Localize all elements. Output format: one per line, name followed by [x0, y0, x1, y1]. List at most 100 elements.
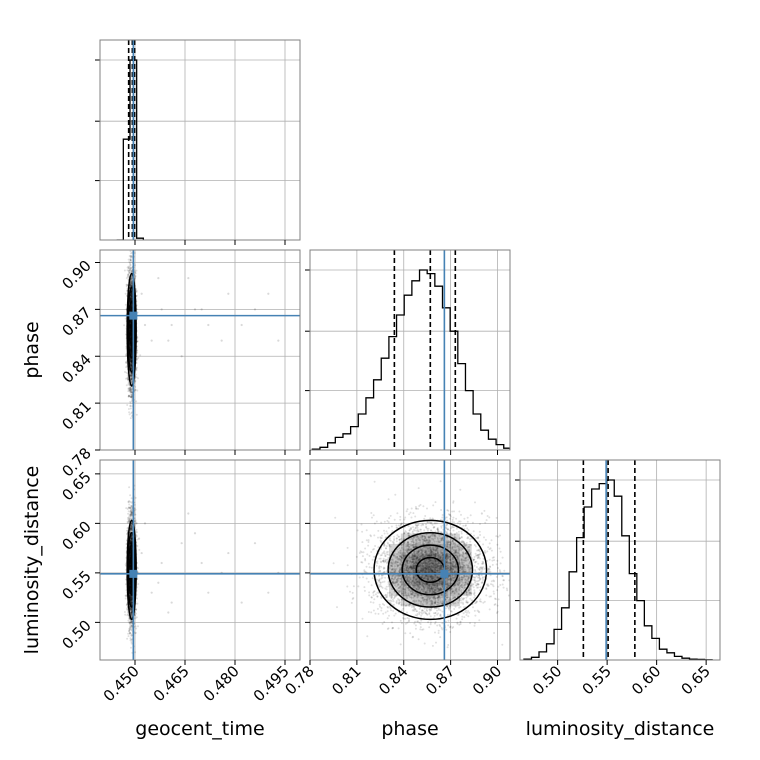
sample-point — [130, 374, 133, 377]
sample-point — [130, 412, 133, 415]
sample-point — [130, 588, 132, 590]
sample-point — [130, 349, 133, 352]
sample-point — [130, 608, 133, 611]
sample-point — [129, 387, 132, 390]
sample-point — [123, 269, 126, 272]
sample-point — [130, 590, 133, 592]
outlier-sample-point — [200, 308, 203, 311]
sample-point — [130, 388, 133, 391]
sample-point — [130, 293, 133, 295]
sample-point — [130, 351, 133, 354]
sample-point — [130, 270, 133, 273]
sample-point — [129, 320, 132, 323]
sample-point — [130, 363, 133, 366]
sample-point — [126, 269, 129, 272]
sample-point — [130, 552, 133, 555]
sample-point — [129, 335, 132, 338]
sample-point — [135, 369, 138, 372]
sample-point — [130, 291, 133, 294]
sample-point — [129, 294, 132, 297]
sample-point — [130, 551, 133, 554]
sample-point — [130, 586, 133, 589]
sample-point — [130, 361, 133, 364]
sample-point — [129, 346, 132, 349]
sample-point — [129, 308, 132, 311]
sample-point — [130, 588, 133, 591]
sample-point — [129, 294, 132, 297]
sample-point — [130, 367, 133, 370]
sample-point — [130, 377, 133, 380]
sample-point — [128, 261, 131, 263]
sample-point — [130, 347, 133, 350]
sample-point — [131, 358, 133, 361]
sample-point — [130, 542, 133, 545]
sample-point — [126, 266, 129, 269]
sample-point — [130, 528, 133, 531]
sample-point — [130, 308, 133, 311]
sample-point — [130, 360, 133, 362]
sample-point — [130, 309, 133, 312]
sample-point — [130, 541, 133, 544]
sample-point — [129, 583, 132, 586]
sample-point — [130, 597, 133, 600]
sample-point — [130, 296, 133, 299]
sample-point — [130, 299, 133, 302]
sample-point — [130, 347, 133, 350]
sample-point — [130, 308, 133, 311]
sample-point — [129, 582, 132, 585]
sample-point — [130, 303, 133, 306]
sample-point — [130, 293, 133, 296]
sample-point — [128, 629, 131, 631]
sample-point — [130, 277, 133, 280]
sample-point — [130, 295, 133, 298]
sample-point — [130, 306, 132, 309]
sample-point — [130, 353, 133, 355]
sample-point — [127, 388, 130, 391]
sample-point — [129, 295, 132, 297]
sample-point — [129, 321, 132, 324]
sample-point — [130, 353, 133, 356]
sample-point — [130, 527, 133, 530]
sample-point — [129, 359, 132, 362]
sample-point — [130, 599, 133, 602]
sample-point — [130, 589, 133, 592]
sample-point — [126, 378, 129, 381]
sample-point — [130, 367, 133, 370]
sample-point — [130, 377, 133, 380]
sample-point — [130, 551, 133, 554]
sample-point — [129, 298, 132, 301]
sample-point — [130, 509, 133, 512]
density-cell — [131, 359, 133, 372]
sample-point — [130, 586, 133, 589]
sample-point — [127, 501, 130, 504]
sample-point — [128, 395, 131, 398]
sample-point — [125, 277, 128, 280]
sample-point — [129, 308, 132, 311]
outlier-sample-point — [207, 323, 210, 327]
sample-point — [131, 292, 133, 295]
sample-point — [134, 373, 137, 376]
sample-point — [130, 542, 133, 545]
sample-point — [134, 388, 136, 391]
sample-point — [129, 510, 132, 513]
sample-point — [124, 303, 127, 306]
outlier-sample-point — [150, 339, 153, 342]
sample-point — [127, 518, 130, 521]
sample-point — [130, 628, 133, 631]
sample-point — [131, 608, 133, 611]
sample-point — [124, 371, 126, 373]
sample-point — [129, 348, 132, 351]
sample-point — [131, 395, 133, 398]
sample-point — [130, 372, 133, 375]
sample-point — [130, 305, 133, 307]
sample-point — [129, 343, 132, 346]
density-cell — [132, 323, 133, 336]
sample-point — [130, 347, 133, 350]
sample-point — [133, 380, 136, 383]
sample-point — [129, 344, 132, 347]
sample-point — [130, 642, 133, 645]
sample-point — [130, 374, 133, 377]
sample-point — [130, 364, 132, 367]
sample-point — [135, 616, 138, 619]
sample-point — [129, 308, 132, 311]
